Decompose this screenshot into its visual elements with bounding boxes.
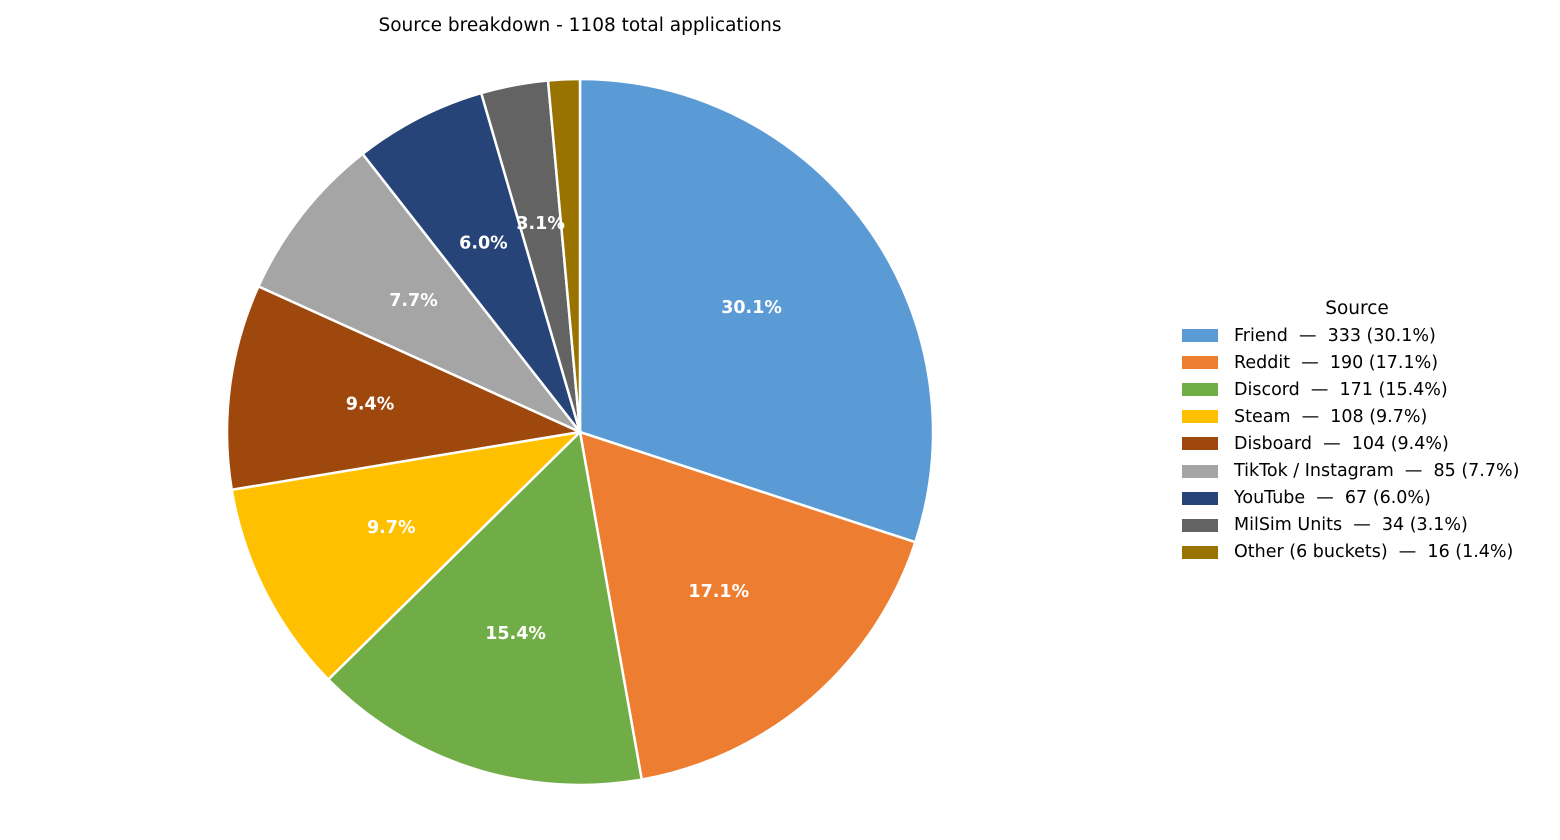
legend-item: YouTube — 67 (6.0%) (1172, 485, 1544, 512)
legend-label: Steam — 108 (9.7%) (1234, 406, 1428, 427)
pie-slice-tiktok-instagram (257, 152, 582, 434)
slice-pct-label: 3.1% (516, 214, 565, 234)
legend-label: Friend — 333 (30.1%) (1234, 325, 1436, 346)
pie-chart: 30.1% 17.1% 15.4% 9.7% 9.4% 7.7% 6.0% 3.1% (225, 77, 935, 787)
pie-slice-disboard (225, 285, 582, 492)
legend-item: Discord — 171 (15.4%) (1172, 376, 1544, 403)
legend-swatch (1182, 437, 1218, 451)
chart-legend: Source Friend — 333 (30.1%) Reddit — 190 … (1172, 296, 1544, 566)
slice-pct-label: 15.4% (485, 624, 546, 644)
legend-label: Other (6 buckets) — 16 (1.4%) (1234, 542, 1514, 563)
pie-slice-youtube (361, 91, 582, 434)
slice-pct-label: 9.7% (367, 518, 416, 538)
chart-title: Source breakdown - 1108 total applicatio… (378, 15, 782, 36)
legend-swatch (1182, 545, 1218, 559)
legend-swatch (1182, 329, 1218, 343)
pie-slice-reddit (578, 430, 917, 781)
slice-pct-label: 17.1% (688, 582, 749, 602)
slice-pct-label: 6.0% (459, 234, 508, 254)
legend-label: YouTube — 67 (6.0%) (1234, 488, 1431, 509)
slice-pct-label: 30.1% (721, 298, 782, 318)
pie-slice-steam (230, 430, 582, 681)
legend-title: Source (1325, 298, 1389, 319)
pie-slice-other-6-buckets (546, 77, 582, 434)
legend-item: Reddit — 190 (17.1%) (1172, 349, 1544, 376)
legend-item: Disboard — 104 (9.4%) (1172, 430, 1544, 457)
legend-item: Steam — 108 (9.7%) (1172, 403, 1544, 430)
pie-slice-discord (327, 430, 643, 787)
slice-pct-label: 9.4% (346, 394, 395, 414)
legend-label: TikTok / Instagram — 85 (7.7%) (1234, 461, 1520, 482)
legend-label: MilSim Units — 34 (3.1%) (1234, 515, 1468, 536)
legend-label: Discord — 171 (15.4%) (1234, 379, 1448, 400)
pie-slice-friend (578, 77, 935, 544)
slice-pct-label: 7.7% (389, 291, 438, 311)
legend-swatch (1182, 491, 1218, 505)
legend-label: Disboard — 104 (9.4%) (1234, 433, 1449, 454)
legend-swatch (1182, 383, 1218, 397)
legend-item: Friend — 333 (30.1%) (1172, 322, 1544, 349)
legend-item: Other (6 buckets) — 16 (1.4%) (1172, 539, 1544, 566)
legend-label: Reddit — 190 (17.1%) (1234, 352, 1439, 373)
legend-swatch (1182, 356, 1218, 370)
legend-swatch (1182, 410, 1218, 424)
legend-swatch (1182, 464, 1218, 478)
legend-item: MilSim Units — 34 (3.1%) (1172, 512, 1544, 539)
legend-item: TikTok / Instagram — 85 (7.7%) (1172, 457, 1544, 484)
legend-swatch (1182, 518, 1218, 532)
